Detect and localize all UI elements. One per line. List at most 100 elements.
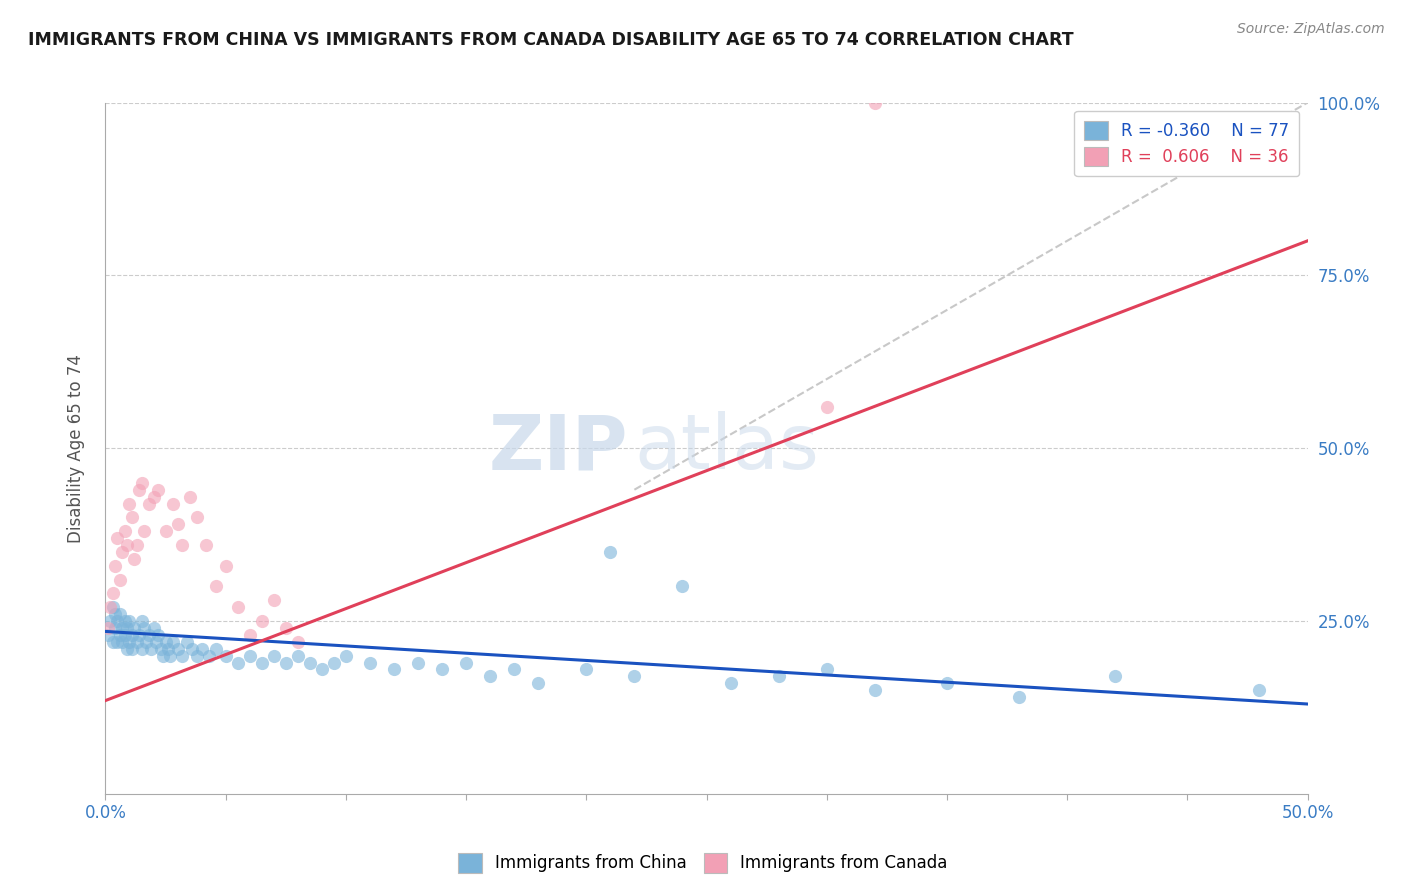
Point — [132, 621, 155, 635]
Point — [128, 628, 150, 642]
Point — [250, 656, 273, 670]
Point — [166, 517, 188, 532]
Point — [335, 648, 357, 663]
Point — [623, 669, 645, 683]
Point — [274, 656, 297, 670]
Point — [115, 641, 138, 656]
Point — [125, 635, 148, 649]
Point — [101, 600, 124, 615]
Point — [124, 551, 146, 566]
Point — [186, 648, 208, 663]
Point — [104, 621, 127, 635]
Point — [205, 641, 228, 656]
Point — [274, 621, 297, 635]
Point — [124, 621, 146, 635]
Point — [382, 662, 405, 677]
Point — [128, 483, 150, 497]
Point — [250, 614, 273, 628]
Point — [287, 648, 309, 663]
Point — [162, 496, 184, 510]
Point — [118, 496, 141, 510]
Point — [503, 662, 526, 677]
Point — [104, 558, 127, 573]
Point — [186, 510, 208, 524]
Point — [322, 656, 344, 670]
Point — [863, 683, 886, 698]
Point — [155, 524, 177, 539]
Point — [138, 628, 160, 642]
Point — [97, 621, 120, 635]
Point — [138, 496, 160, 510]
Text: Source: ZipAtlas.com: Source: ZipAtlas.com — [1237, 22, 1385, 37]
Point — [159, 648, 181, 663]
Point — [936, 676, 959, 690]
Point — [406, 656, 429, 670]
Point — [156, 641, 179, 656]
Point — [107, 635, 129, 649]
Point — [454, 656, 477, 670]
Point — [121, 628, 143, 642]
Point — [118, 614, 141, 628]
Point — [430, 662, 453, 677]
Point — [479, 669, 502, 683]
Point — [176, 635, 198, 649]
Point — [298, 656, 321, 670]
Point — [287, 635, 309, 649]
Point — [166, 641, 188, 656]
Point — [149, 641, 172, 656]
Point — [226, 600, 249, 615]
Point — [131, 475, 153, 490]
Point — [181, 641, 204, 656]
Point — [142, 621, 165, 635]
Point — [115, 538, 138, 552]
Point — [226, 656, 249, 670]
Point — [720, 676, 742, 690]
Point — [162, 635, 184, 649]
Point — [132, 524, 155, 539]
Point — [527, 676, 550, 690]
Point — [172, 538, 194, 552]
Point — [198, 648, 221, 663]
Point — [263, 593, 285, 607]
Point — [214, 558, 236, 573]
Point — [148, 628, 170, 642]
Point — [111, 635, 134, 649]
Point — [863, 95, 886, 110]
Point — [108, 573, 131, 587]
Point — [125, 538, 148, 552]
Point — [97, 628, 120, 642]
Point — [815, 662, 838, 677]
Point — [263, 648, 285, 663]
Legend: Immigrants from China, Immigrants from Canada: Immigrants from China, Immigrants from C… — [451, 847, 955, 880]
Point — [131, 641, 153, 656]
Text: atlas: atlas — [634, 411, 820, 485]
Point — [1104, 669, 1126, 683]
Y-axis label: Disability Age 65 to 74: Disability Age 65 to 74 — [66, 354, 84, 542]
Point — [104, 607, 127, 621]
Point — [121, 510, 143, 524]
Point — [195, 538, 218, 552]
Point — [1249, 683, 1271, 698]
Point — [108, 607, 131, 621]
Point — [239, 628, 262, 642]
Point — [108, 628, 131, 642]
Point — [114, 628, 136, 642]
Text: ZIP: ZIP — [489, 411, 628, 485]
Point — [135, 635, 157, 649]
Point — [115, 621, 138, 635]
Point — [121, 641, 143, 656]
Point — [145, 635, 167, 649]
Point — [101, 635, 124, 649]
Point — [190, 641, 212, 656]
Point — [1008, 690, 1031, 705]
Point — [575, 662, 598, 677]
Point — [671, 580, 693, 594]
Point — [152, 648, 174, 663]
Point — [111, 545, 134, 559]
Point — [98, 614, 121, 628]
Point — [111, 621, 134, 635]
Point — [107, 531, 129, 545]
Point — [768, 669, 790, 683]
Point — [118, 635, 141, 649]
Point — [114, 524, 136, 539]
